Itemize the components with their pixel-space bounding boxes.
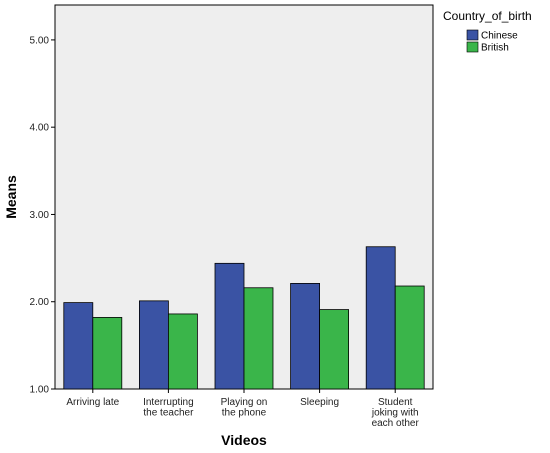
x-axis: Arriving late Interrupting the teacher Play… [66,389,419,429]
y-tick-label: 4.00 [30,123,50,134]
legend-swatch-british [466,41,479,53]
legend-label-british: British [481,43,509,54]
legend-label-chinese: Chinese [481,31,518,42]
bar-british-4 [394,285,425,390]
bar-british-1 [167,313,198,390]
bar-chinese-0 [63,302,94,390]
x-category-label: Student joking with each other [371,397,420,429]
bar-chinese-1 [138,300,169,390]
bar-chinese-3 [290,282,321,390]
bar-british-2 [243,287,274,390]
x-category-label: Playing on the phone [221,397,268,419]
x-category-label: Sleeping [300,397,339,408]
x-category-label: Arriving late [66,397,119,408]
legend-title: Country_of_birth [443,9,532,23]
y-axis-title: Means [3,175,19,219]
bar-british-0 [92,317,123,390]
x-axis-title: Videos [221,432,267,448]
y-tick-label: 3.00 [30,210,50,221]
bars [63,246,425,390]
x-category-label: Interrupting the teacher [143,397,194,419]
y-tick-label: 2.00 [30,297,50,308]
legend-swatch-chinese [466,29,479,41]
bar-chinese-4 [365,246,396,390]
y-tick-label: 1.00 [30,385,50,396]
y-axis: 1.00 2.00 3.00 4.00 5.00 [30,35,55,396]
bar-british-3 [319,309,350,390]
y-tick-label: 5.00 [30,35,50,46]
bar-chinese-2 [214,262,245,390]
